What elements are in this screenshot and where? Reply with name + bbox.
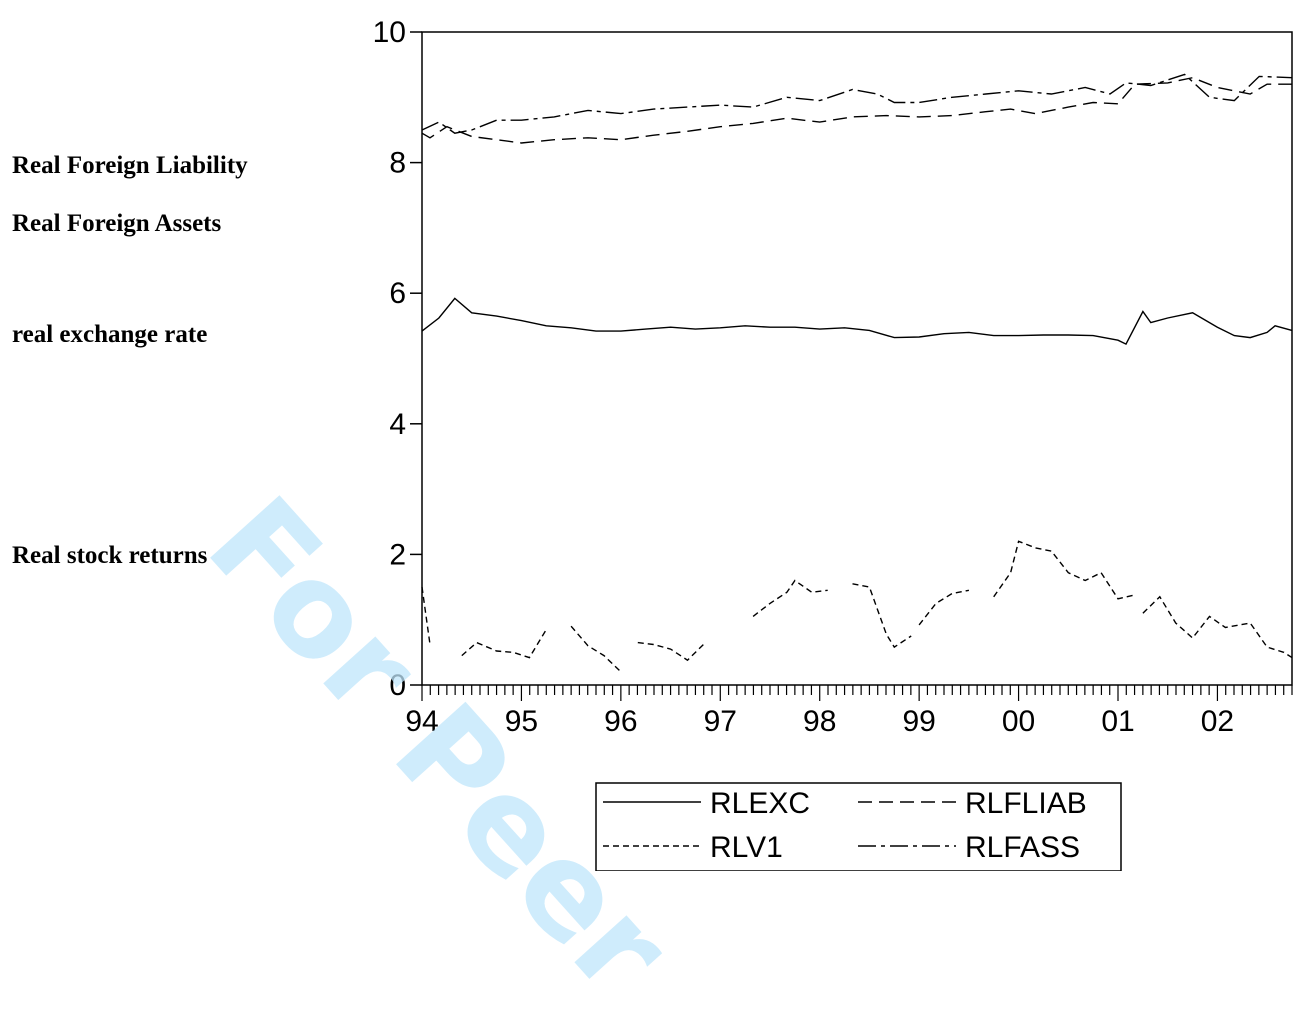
x-tick-label: 97 <box>704 705 737 738</box>
y-tick-label: 4 <box>389 408 406 441</box>
series-layer <box>421 73 1293 673</box>
plot-frame <box>421 31 1293 686</box>
legend-label-rlfass: RLFASS <box>965 831 1080 864</box>
x-tick-label: 00 <box>1002 705 1035 738</box>
series-rlv1-line-4 <box>752 579 828 617</box>
x-tick-label: 98 <box>803 705 836 738</box>
label-real-foreign-liability: Real Foreign Liability <box>12 152 248 179</box>
y-tick-label: 2 <box>389 538 406 571</box>
y-tick-label: 8 <box>389 147 406 180</box>
label-real-stock-returns: Real stock returns <box>12 542 208 569</box>
y-tick-label: 0 <box>389 669 406 702</box>
legend-label-rlv1: RLV1 <box>710 831 783 864</box>
legend-box <box>595 782 1122 871</box>
y-tick-label: 10 <box>373 16 406 49</box>
legend-label-rlexc: RLEXC <box>710 787 810 820</box>
y-tick-label: 6 <box>389 277 406 310</box>
x-tick-label: 96 <box>604 705 637 738</box>
series-rlv1-line-2 <box>570 625 622 673</box>
series-rlv1-line-6 <box>918 589 970 626</box>
legend-label-rlfliab: RLFLIAB <box>965 787 1087 820</box>
x-tick-label: 02 <box>1201 705 1234 738</box>
series-rlfliab-line <box>421 76 1292 144</box>
label-real-foreign-assets: Real Foreign Assets <box>12 210 222 237</box>
legend: RLEXC RLFLIAB RLV1 RLFASS <box>595 782 1122 871</box>
series-rlfass-line <box>421 73 1293 134</box>
x-tick-label: 94 <box>405 705 438 738</box>
x-tick-label: 95 <box>505 705 538 738</box>
x-tick-label: 01 <box>1101 705 1134 738</box>
series-rlv1-line-3 <box>637 641 704 662</box>
series-rlv1-line-0 <box>421 586 431 645</box>
x-tick-label: 99 <box>902 705 935 738</box>
series-rlv1-line-8 <box>1142 595 1293 659</box>
series-rlv1-line-5 <box>852 583 912 649</box>
label-real-exchange-rate: real exchange rate <box>12 321 208 348</box>
series-rlexc-line <box>421 297 1293 346</box>
series-rlv1-line-1 <box>461 629 547 659</box>
series-rlv1-line-7 <box>993 540 1136 600</box>
